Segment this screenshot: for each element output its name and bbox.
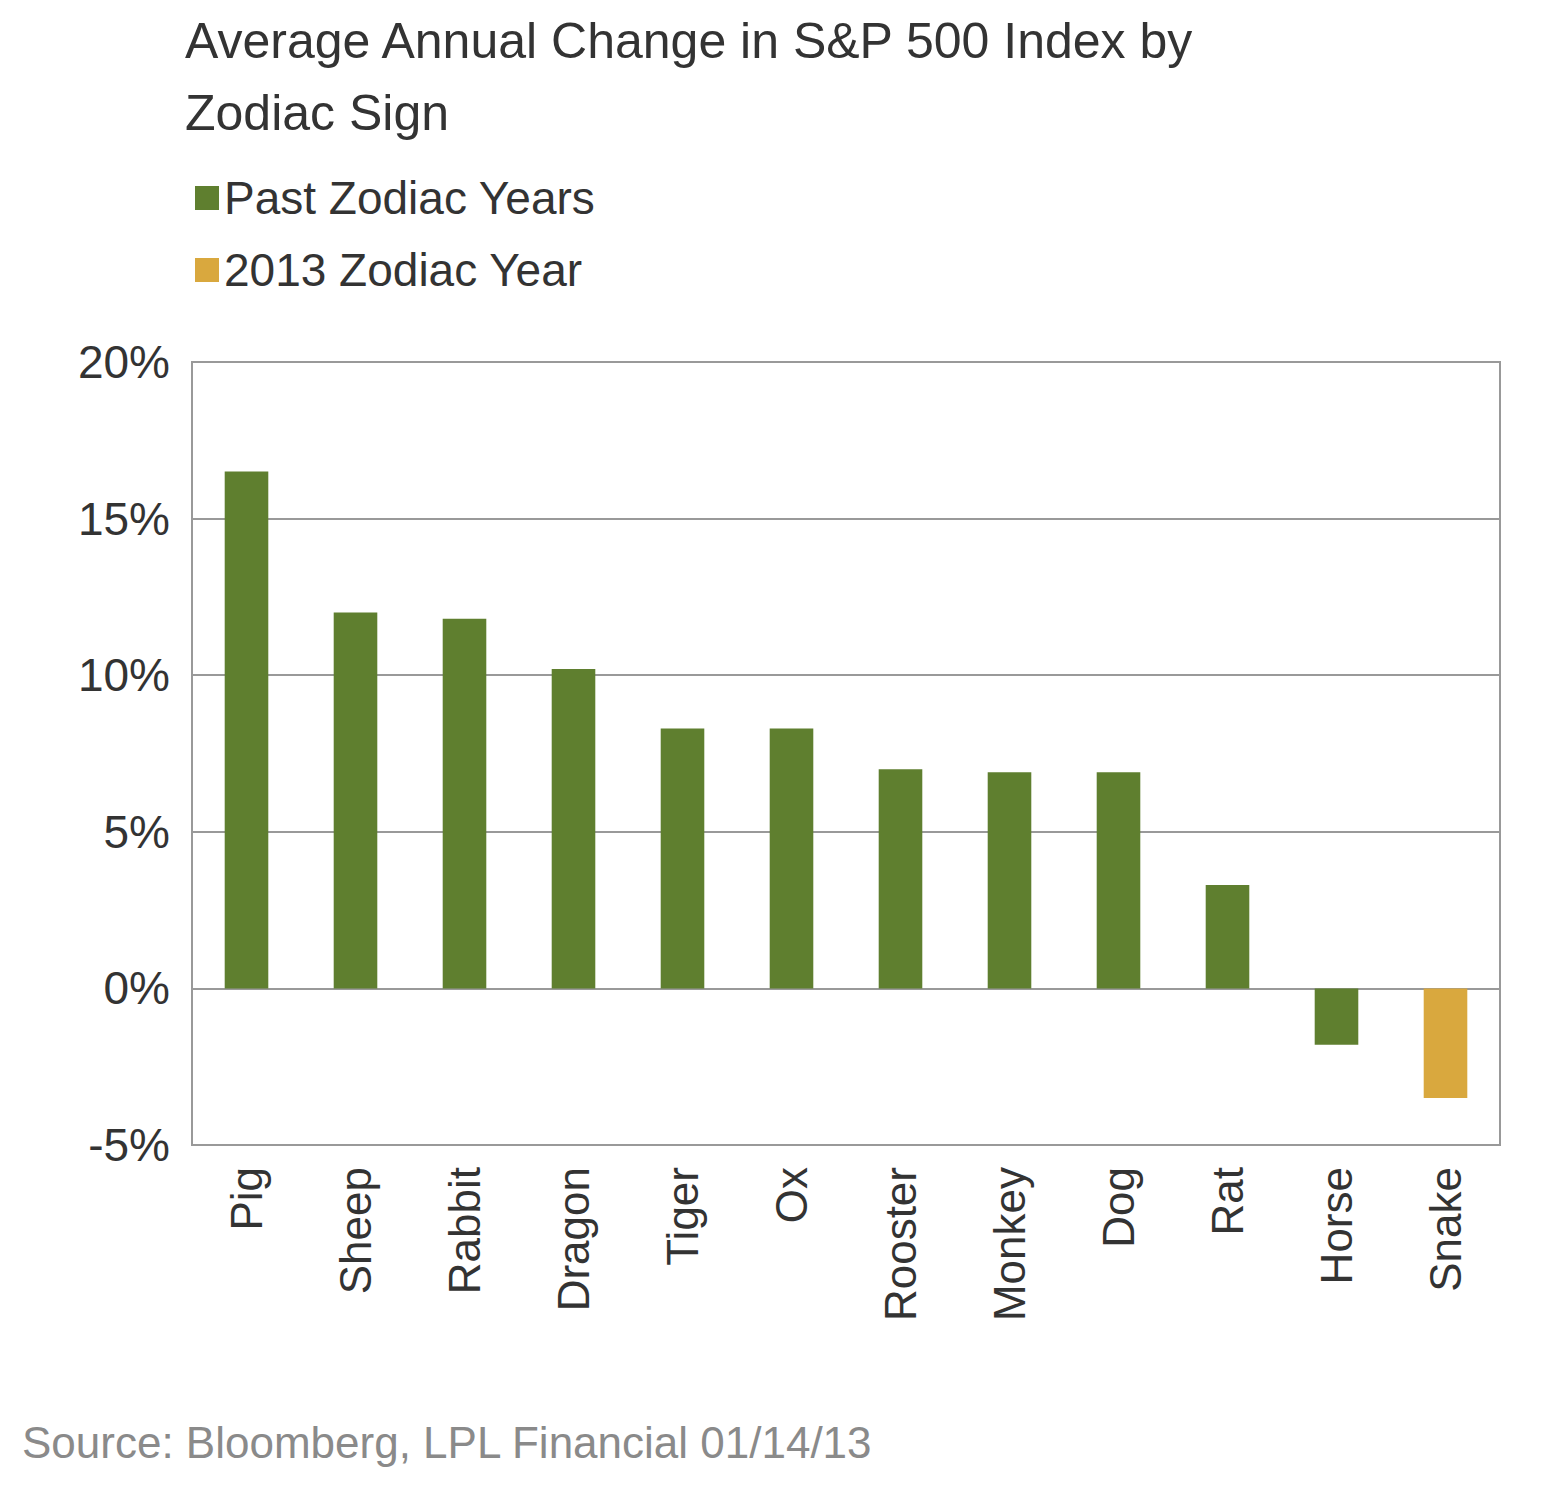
svg-text:Zodiac Sign: Zodiac Sign xyxy=(185,85,449,141)
svg-text:Tiger: Tiger xyxy=(658,1167,707,1266)
svg-text:-5%: -5% xyxy=(88,1119,170,1171)
svg-text:2013 Zodiac Year: 2013 Zodiac Year xyxy=(224,244,582,296)
svg-text:Monkey: Monkey xyxy=(985,1167,1034,1321)
svg-text:Horse: Horse xyxy=(1312,1167,1361,1284)
svg-text:Pig: Pig xyxy=(222,1167,271,1231)
svg-text:Average Annual Change in S&P 5: Average Annual Change in S&P 500 Index b… xyxy=(185,13,1206,69)
svg-text:Dragon: Dragon xyxy=(549,1167,598,1311)
svg-text:10%: 10% xyxy=(78,649,170,701)
svg-text:5%: 5% xyxy=(104,806,170,858)
svg-text:Past Zodiac Years: Past Zodiac Years xyxy=(224,172,595,224)
svg-text:Dog: Dog xyxy=(1094,1167,1143,1248)
svg-text:Snake: Snake xyxy=(1421,1167,1470,1292)
svg-text:20%: 20% xyxy=(78,336,170,388)
svg-text:Rabbit: Rabbit xyxy=(440,1167,489,1294)
svg-text:Rooster: Rooster xyxy=(876,1167,925,1321)
svg-text:0%: 0% xyxy=(104,962,170,1014)
svg-text:Sheep: Sheep xyxy=(331,1167,380,1294)
svg-text:Ox: Ox xyxy=(767,1167,816,1223)
svg-text:Source: Bloomberg, LPL Financi: Source: Bloomberg, LPL Financial 01/14/1… xyxy=(22,1418,872,1467)
svg-text:Rat: Rat xyxy=(1203,1167,1252,1235)
svg-text:15%: 15% xyxy=(78,493,170,545)
